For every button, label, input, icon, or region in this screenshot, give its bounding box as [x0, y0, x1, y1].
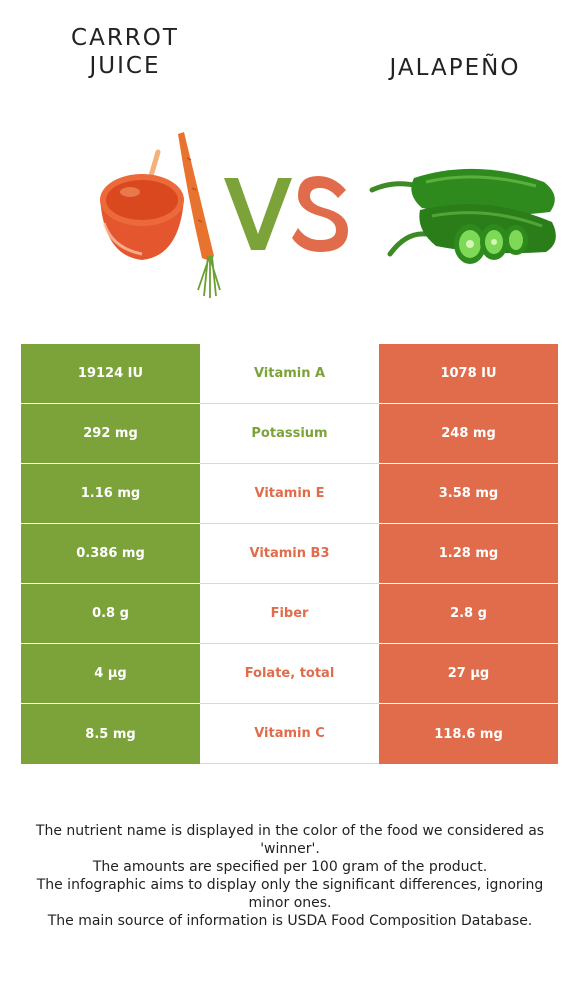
vs-mark: [224, 176, 348, 252]
footnotes: The nutrient name is displayed in the co…: [20, 822, 560, 930]
table-row: 0.8 g Fiber 2.8 g: [21, 584, 558, 644]
nutrient-name: Vitamin B3: [200, 524, 379, 584]
right-value: 1.28 mg: [379, 524, 558, 584]
left-value: 4 µg: [21, 644, 200, 704]
table-row: 1.16 mg Vitamin E 3.58 mg: [21, 464, 558, 524]
right-value: 27 µg: [379, 644, 558, 704]
nutrient-name: Vitamin E: [200, 464, 379, 524]
footnote: The main source of information is USDA F…: [47, 913, 533, 929]
left-food-title: CARROT JUICE: [71, 25, 179, 79]
left-value: 292 mg: [21, 404, 200, 464]
right-value: 248 mg: [379, 404, 558, 464]
table-row: 0.386 mg Vitamin B3 1.28 mg: [21, 524, 558, 584]
carrot-juice-icon: [100, 132, 221, 298]
table-row: 4 µg Folate, total 27 µg: [21, 644, 558, 704]
table-row: 8.5 mg Vitamin C 118.6 mg: [21, 704, 558, 764]
nutrient-name: Potassium: [200, 404, 379, 464]
left-value: 8.5 mg: [21, 704, 200, 764]
right-food-title: JALAPEÑO: [389, 55, 521, 81]
table-row: 292 mg Potassium 248 mg: [21, 404, 558, 464]
nutrient-name: Vitamin A: [200, 344, 379, 404]
nutrient-name: Fiber: [200, 584, 379, 644]
nutrient-name: Folate, total: [200, 644, 379, 704]
right-value: 2.8 g: [379, 584, 558, 644]
jalapeno-icon: [369, 168, 556, 264]
left-value: 0.386 mg: [21, 524, 200, 584]
left-value: 19124 IU: [21, 344, 200, 404]
footnote: The nutrient name is displayed in the co…: [35, 823, 545, 857]
table-row: 19124 IU Vitamin A 1078 IU: [21, 344, 558, 404]
right-value: 118.6 mg: [379, 704, 558, 764]
right-value: 1078 IU: [379, 344, 558, 404]
footnote: The amounts are specified per 100 gram o…: [92, 859, 488, 875]
nutrient-comparison-table: 19124 IU Vitamin A 1078 IU 292 mg Potassium 2…: [21, 344, 558, 764]
nutrient-name: Vitamin C: [200, 704, 379, 764]
left-value: 1.16 mg: [21, 464, 200, 524]
right-value: 3.58 mg: [379, 464, 558, 524]
footnote: The infographic aims to display only the…: [36, 877, 544, 911]
left-value: 0.8 g: [21, 584, 200, 644]
